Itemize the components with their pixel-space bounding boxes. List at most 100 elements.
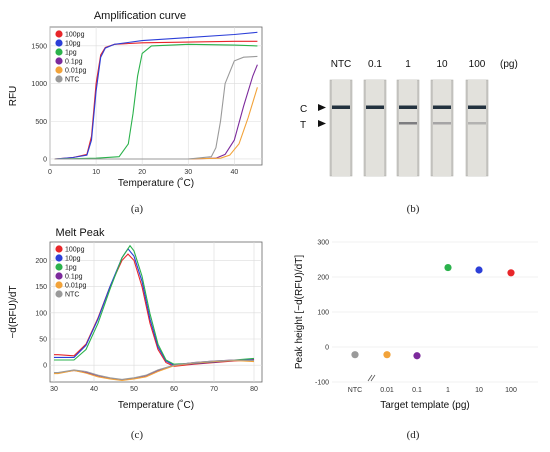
control-band	[468, 105, 486, 109]
amp-legend-label: 0.01pg	[65, 68, 87, 75]
melt-legend-label: NTC	[65, 292, 79, 299]
test-arrow-icon	[318, 120, 326, 127]
melt-legend-swatch	[55, 281, 63, 289]
melt-legend-item: 0.01pg	[55, 281, 87, 290]
strip-lane-label: 1	[405, 59, 411, 70]
strip-membrane	[366, 80, 384, 176]
amp-series-line-100pg	[54, 40, 258, 160]
peak-point-NTC	[351, 351, 359, 359]
melt-x-tick-label: 80	[250, 386, 258, 393]
control-line-marker: C	[300, 104, 307, 115]
strip-membrane	[332, 80, 350, 176]
melt-y-tick-label: 0	[43, 363, 47, 370]
peak-x-label: Target template (pg)	[380, 400, 470, 411]
melt-x-tick-label: 30	[50, 386, 58, 393]
amp-x-tick-label: 30	[184, 169, 192, 176]
melt-legend-item: 1pg	[55, 263, 77, 272]
peak-point-100	[507, 269, 515, 277]
strip-lane-label: 10	[436, 59, 448, 70]
peak-point-10	[475, 266, 483, 274]
strip-lane-label: 0.1	[368, 59, 382, 70]
amp-series-line-10pg	[54, 31, 258, 160]
control-band	[433, 105, 451, 109]
amp-legend-label: 100pg	[65, 32, 85, 39]
melt-y-label: −d(RFU)/dT	[8, 285, 19, 338]
melt-legend-swatch	[55, 263, 63, 271]
strip-unit-label: (pg)	[500, 59, 518, 70]
amp-legend-label: 1pg	[65, 50, 77, 57]
control-band	[332, 105, 350, 109]
amp-x-tick-label: 20	[138, 169, 146, 176]
amp-legend-item: 1pg	[55, 48, 77, 57]
peak-x-tick-label: 10	[475, 387, 483, 394]
amplification-plot-area	[49, 26, 263, 166]
melt-x-tick-label: 70	[210, 386, 218, 393]
amp-legend-item: NTC	[55, 75, 79, 84]
peak-x-tick-label: 1	[446, 387, 450, 394]
amp-x-tick-label: 10	[92, 169, 100, 176]
strip-membrane	[399, 80, 417, 176]
strip-lane-label: 100	[469, 59, 486, 70]
axis-break-icon	[367, 374, 376, 382]
amp-legend-swatch	[55, 75, 63, 83]
melt-legend-item: 10pg	[55, 254, 81, 263]
melt-legend-label: 1pg	[65, 265, 77, 272]
amp-series-line-NTC	[54, 55, 258, 160]
melt-x-tick-label: 50	[130, 386, 138, 393]
amp-x-tick-label: 0	[48, 169, 52, 176]
amp-legend-item: 0.1pg	[55, 57, 83, 66]
amp-y-tick-label: 1000	[31, 81, 47, 88]
melt-series-line-NTC	[54, 359, 255, 380]
peak-y-tick-label: 200	[317, 275, 329, 282]
peak-x-tick-label: 100	[505, 387, 517, 394]
melt-legend-label: 10pg	[65, 256, 81, 263]
panel-label-a: (a)	[131, 203, 144, 215]
amp-series-line-1pg	[54, 43, 258, 160]
test-line-marker: T	[300, 120, 306, 131]
test-band	[399, 122, 417, 125]
peak-point-0.01	[383, 351, 391, 359]
melt-plot-area	[49, 241, 263, 383]
strip-membrane	[468, 80, 486, 176]
amplification-x-label: Temperature (˚C)	[118, 177, 194, 189]
melt-series-line-0.01pg	[54, 359, 255, 381]
panel-label-b: (b)	[407, 203, 420, 215]
peak-y-tick-label: 300	[317, 240, 329, 247]
peak-x-tick-label: NTC	[348, 387, 362, 394]
amp-y-tick-label: 0	[43, 156, 47, 163]
control-band	[366, 105, 384, 109]
control-band	[399, 105, 417, 109]
peak-y-label: Peak height [−d(RFU)/dT]	[294, 255, 305, 369]
melt-y-tick-label: 50	[39, 337, 47, 344]
melt-x-tick-label: 40	[90, 386, 98, 393]
amp-legend-swatch	[55, 30, 63, 38]
melt-series-line-100pg	[54, 253, 255, 367]
strip-membrane	[433, 80, 451, 176]
melt-y-tick-label: 100	[35, 310, 47, 317]
peak-x-tick-label: 0.01	[380, 387, 394, 394]
melt-legend-item: 0.1pg	[55, 272, 83, 281]
melt-legend-swatch	[55, 245, 63, 253]
peak-y-tick-label: 100	[317, 310, 329, 317]
amp-legend-swatch	[55, 48, 63, 56]
amp-legend-swatch	[55, 39, 63, 47]
test-band	[468, 122, 486, 125]
panel-label-d: (d)	[407, 429, 420, 441]
melt-legend-item: NTC	[55, 290, 79, 299]
amplification-title: Amplification curve	[94, 10, 186, 22]
melt-legend-label: 100pg	[65, 247, 85, 254]
amplification-legend: 100pg 10pg 1pg 0.1pg 0.01pg NTC	[55, 30, 87, 84]
amplification-y-label: RFU	[8, 86, 19, 107]
melt-x-tick-label: 60	[170, 386, 178, 393]
melt-legend-swatch	[55, 254, 63, 262]
melt-peak-chart: Melt Peak 30 40 50 60 70 80 0 50 100 150 200 100pg…	[8, 227, 263, 441]
melt-y-tick-label: 200	[35, 258, 47, 265]
test-band	[433, 122, 451, 125]
melt-legend-label: 0.1pg	[65, 274, 83, 281]
melt-legend-label: 0.01pg	[65, 283, 87, 290]
amp-legend-item: 100pg	[55, 30, 85, 39]
amp-y-tick-label: 1500	[31, 43, 47, 50]
melt-x-label: Temperature (˚C)	[118, 399, 194, 411]
